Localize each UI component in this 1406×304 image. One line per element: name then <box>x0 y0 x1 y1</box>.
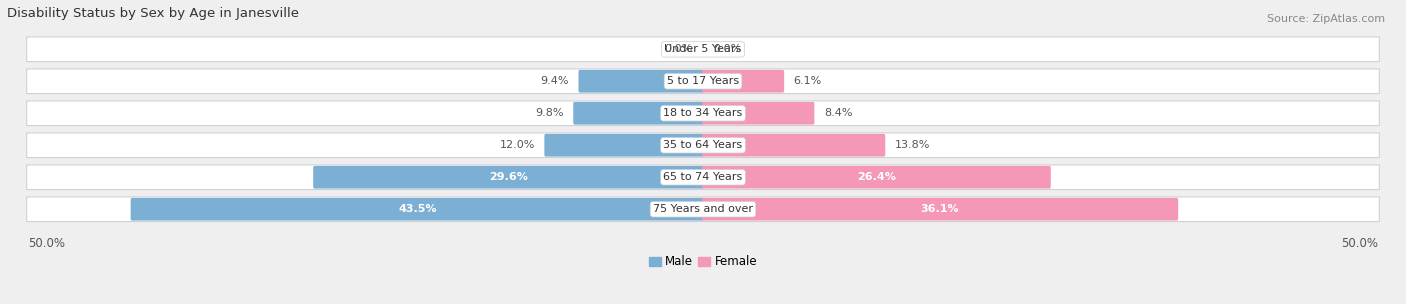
FancyBboxPatch shape <box>27 37 1379 62</box>
Text: 65 to 74 Years: 65 to 74 Years <box>664 172 742 182</box>
Text: Source: ZipAtlas.com: Source: ZipAtlas.com <box>1267 14 1385 24</box>
FancyBboxPatch shape <box>702 102 814 125</box>
FancyBboxPatch shape <box>27 165 1379 190</box>
Text: 9.8%: 9.8% <box>536 108 564 118</box>
FancyBboxPatch shape <box>574 102 704 125</box>
FancyBboxPatch shape <box>702 134 886 157</box>
Text: 9.4%: 9.4% <box>540 76 569 86</box>
Text: 35 to 64 Years: 35 to 64 Years <box>664 140 742 150</box>
Text: Disability Status by Sex by Age in Janesville: Disability Status by Sex by Age in Janes… <box>7 7 299 20</box>
FancyBboxPatch shape <box>702 166 1050 188</box>
FancyBboxPatch shape <box>27 101 1379 126</box>
Text: Under 5 Years: Under 5 Years <box>665 44 741 54</box>
FancyBboxPatch shape <box>702 198 1178 221</box>
FancyBboxPatch shape <box>27 133 1379 157</box>
FancyBboxPatch shape <box>544 134 704 157</box>
Text: 75 Years and over: 75 Years and over <box>652 204 754 214</box>
FancyBboxPatch shape <box>27 69 1379 94</box>
Text: 5 to 17 Years: 5 to 17 Years <box>666 76 740 86</box>
Text: 12.0%: 12.0% <box>499 140 534 150</box>
Text: 43.5%: 43.5% <box>398 204 437 214</box>
FancyBboxPatch shape <box>27 197 1379 222</box>
FancyBboxPatch shape <box>578 70 704 93</box>
Text: 6.1%: 6.1% <box>793 76 823 86</box>
Text: 36.1%: 36.1% <box>921 204 959 214</box>
Text: 8.4%: 8.4% <box>824 108 852 118</box>
Legend: Male, Female: Male, Female <box>644 250 762 273</box>
FancyBboxPatch shape <box>702 70 785 93</box>
Text: 13.8%: 13.8% <box>894 140 931 150</box>
Text: 29.6%: 29.6% <box>489 172 529 182</box>
Text: 18 to 34 Years: 18 to 34 Years <box>664 108 742 118</box>
Text: 0.0%: 0.0% <box>713 44 742 54</box>
FancyBboxPatch shape <box>131 198 704 221</box>
Text: 0.0%: 0.0% <box>664 44 693 54</box>
FancyBboxPatch shape <box>314 166 704 188</box>
Text: 26.4%: 26.4% <box>856 172 896 182</box>
